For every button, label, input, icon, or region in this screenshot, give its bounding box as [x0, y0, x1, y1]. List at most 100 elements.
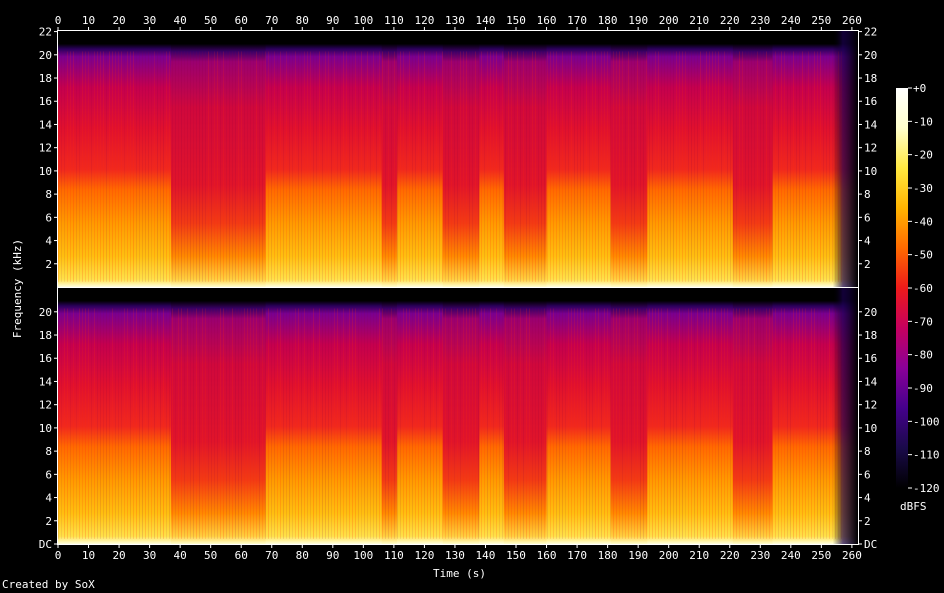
- quiet-segment: [732, 31, 773, 287]
- texture-streak: [409, 51, 410, 282]
- texture-streak: [271, 51, 272, 282]
- texture-streak: [373, 51, 374, 282]
- x-tick-label-top: 140: [476, 14, 496, 27]
- texture-streak: [571, 308, 572, 539]
- texture-streak: [694, 308, 695, 539]
- texture-streak: [181, 308, 182, 539]
- texture-streak: [226, 51, 227, 282]
- y-tick-label-right-bottom: 6: [864, 468, 871, 481]
- texture-streak: [646, 51, 647, 282]
- texture-streak: [241, 51, 242, 282]
- texture-streak: [229, 51, 230, 282]
- texture-streak: [496, 308, 497, 539]
- texture-streak: [577, 308, 578, 539]
- colorbar-tick-label: -50: [913, 249, 933, 262]
- x-tick-label-bottom: 190: [628, 549, 648, 562]
- x-tick-label-top: 70: [265, 14, 278, 27]
- texture-streak: [232, 308, 233, 539]
- x-tick-label-top: 80: [296, 14, 309, 27]
- texture-streak: [808, 308, 809, 539]
- texture-streak: [592, 51, 593, 282]
- texture-streak: [316, 51, 317, 282]
- texture-streak: [70, 51, 71, 282]
- texture-streak: [64, 308, 65, 539]
- texture-streak: [208, 308, 209, 539]
- texture-streak: [502, 308, 503, 539]
- texture-streak: [205, 308, 206, 539]
- texture-streak: [328, 51, 329, 282]
- texture-streak: [148, 308, 149, 539]
- texture-streak: [820, 308, 821, 539]
- y-tick-label-left-top: 16: [39, 95, 52, 108]
- texture-streak: [94, 51, 95, 282]
- texture-streak: [202, 51, 203, 282]
- texture-streak: [472, 308, 473, 539]
- texture-streak: [163, 308, 164, 539]
- texture-streak: [223, 51, 224, 282]
- texture-streak: [706, 51, 707, 282]
- x-tick-label-bottom: 240: [781, 549, 801, 562]
- texture-streak: [163, 51, 164, 282]
- texture-streak: [634, 51, 635, 282]
- y-tick-label-left-bottom: DC: [39, 538, 52, 551]
- texture-streak: [310, 51, 311, 282]
- texture-streak: [307, 308, 308, 539]
- texture-streak: [718, 308, 719, 539]
- texture-streak: [193, 308, 194, 539]
- texture-streak: [337, 308, 338, 539]
- texture-streak: [697, 51, 698, 282]
- texture-streak: [325, 308, 326, 539]
- x-tick-label-top: 0: [55, 14, 62, 27]
- texture-streak: [613, 51, 614, 282]
- texture-streak: [496, 51, 497, 282]
- texture-streak: [505, 51, 506, 282]
- texture-streak: [667, 308, 668, 539]
- texture-streak: [520, 308, 521, 539]
- colorbar-tick-label: -110: [913, 449, 940, 462]
- texture-streak: [769, 308, 770, 539]
- y-tick-label-right-top: 8: [864, 188, 871, 201]
- texture-streak: [418, 51, 419, 282]
- texture-streak: [121, 308, 122, 539]
- texture-streak: [559, 308, 560, 539]
- texture-streak: [460, 51, 461, 282]
- texture-streak: [421, 308, 422, 539]
- texture-streak: [322, 51, 323, 282]
- channel-2-frame: [57, 287, 859, 545]
- texture-streak: [556, 308, 557, 539]
- texture-streak: [715, 308, 716, 539]
- texture-streak: [136, 51, 137, 282]
- texture-streak: [655, 51, 656, 282]
- texture-streak: [223, 308, 224, 539]
- texture-streak: [727, 51, 728, 282]
- texture-streak: [64, 51, 65, 282]
- texture-streak: [175, 308, 176, 539]
- texture-streak: [571, 51, 572, 282]
- texture-streak: [733, 308, 734, 539]
- texture-streak: [763, 51, 764, 282]
- texture-streak: [691, 308, 692, 539]
- texture-streak: [787, 51, 788, 282]
- texture-streak: [415, 308, 416, 539]
- texture-streak: [376, 51, 377, 282]
- texture-streak: [412, 51, 413, 282]
- texture-streak: [769, 51, 770, 282]
- texture-streak: [343, 51, 344, 282]
- y-tick-label-right-top: 16: [864, 95, 877, 108]
- texture-streak: [217, 51, 218, 282]
- texture-streak: [757, 308, 758, 539]
- created-by-credit: Created by SoX: [2, 578, 95, 591]
- texture-streak: [199, 308, 200, 539]
- texture-streak: [196, 308, 197, 539]
- texture-streak: [436, 308, 437, 539]
- texture-streak: [394, 51, 395, 282]
- texture-streak: [751, 308, 752, 539]
- texture-streak: [628, 51, 629, 282]
- quiet-segment: [610, 288, 648, 544]
- texture-streak: [778, 308, 779, 539]
- texture-streak: [607, 51, 608, 282]
- texture-streak: [790, 308, 791, 539]
- texture-streak: [127, 308, 128, 539]
- texture-streak: [817, 308, 818, 539]
